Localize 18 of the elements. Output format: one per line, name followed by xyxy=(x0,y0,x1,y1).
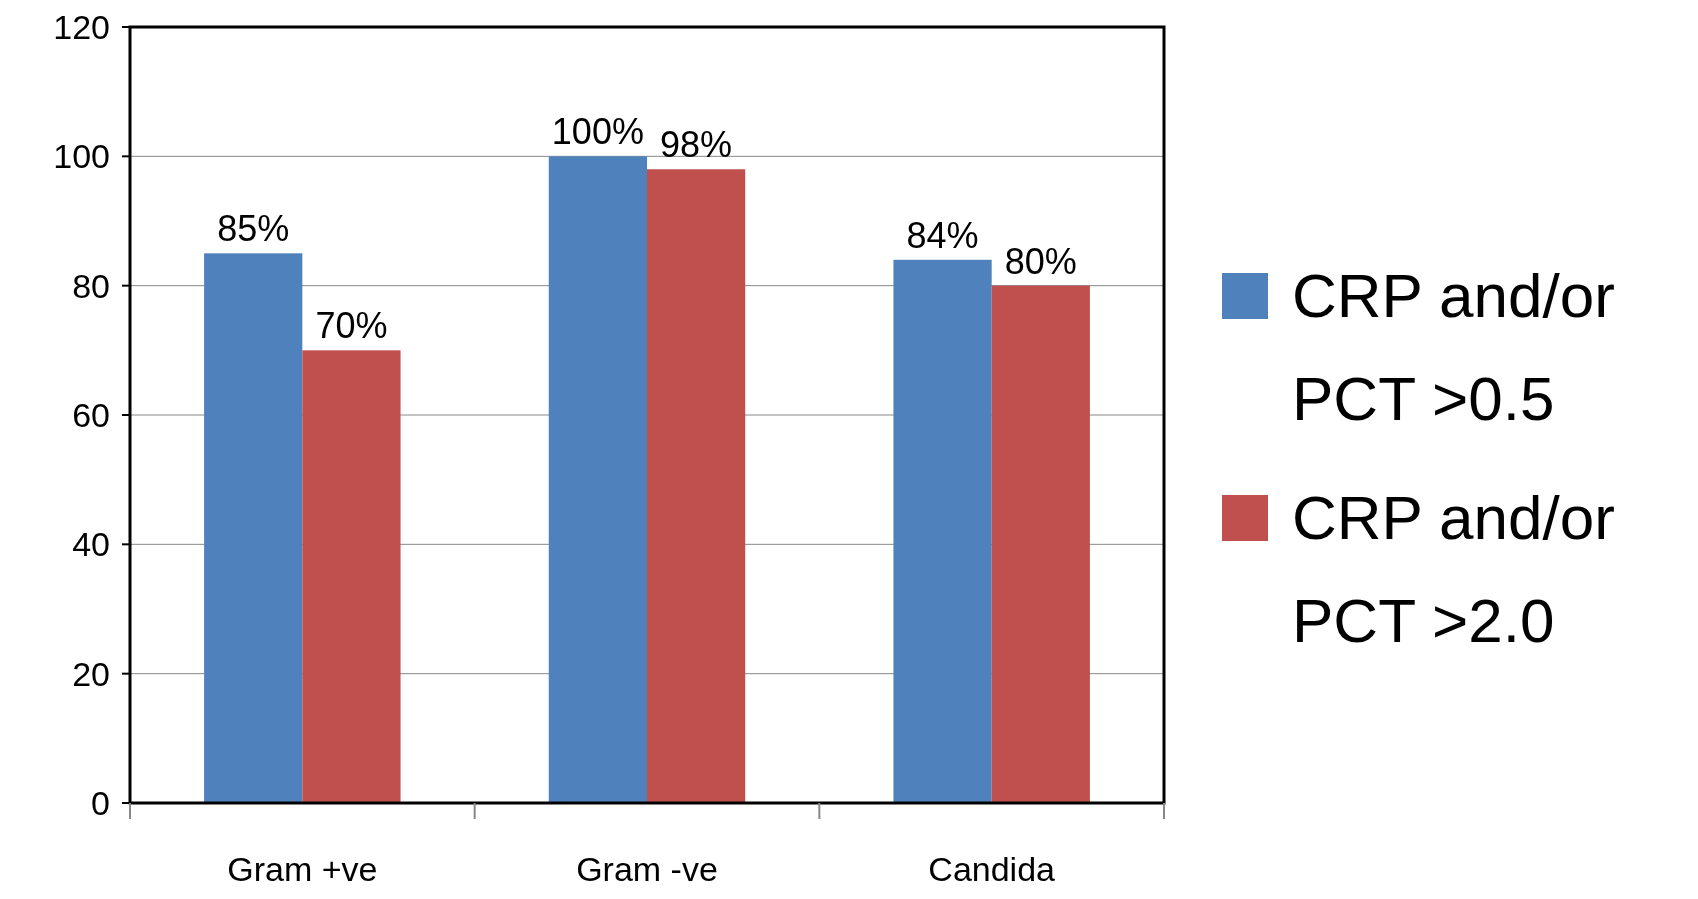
data-label: 70% xyxy=(315,305,388,347)
data-label: 100% xyxy=(551,111,644,153)
data-label: 85% xyxy=(217,208,290,250)
x-tick-label: Gram +ve xyxy=(227,850,378,888)
y-tick-label: 80 xyxy=(72,266,110,305)
y-tick-label: 0 xyxy=(91,783,110,822)
x-tick-label: Candida xyxy=(928,850,1056,888)
y-tick-label: 120 xyxy=(53,7,110,46)
data-label: 98% xyxy=(660,124,733,166)
y-tick-label: 40 xyxy=(72,525,110,564)
y-tick-label: 20 xyxy=(72,654,110,693)
data-label: 80% xyxy=(1004,240,1077,282)
x-tick-label: Gram -ve xyxy=(576,850,718,888)
data-label: 84% xyxy=(906,214,979,256)
legend-label: CRP and/or PCT >0.5 xyxy=(1292,261,1615,433)
y-tick-label: 60 xyxy=(72,395,110,434)
y-tick-label: 100 xyxy=(53,137,110,176)
legend-label: CRP and/or PCT >2.0 xyxy=(1292,483,1615,655)
